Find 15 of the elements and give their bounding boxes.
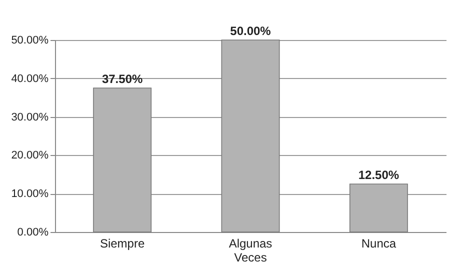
- x-tick-label: Siempre: [100, 236, 145, 250]
- data-label: 12.50%: [358, 168, 400, 182]
- data-label: 37.50%: [102, 72, 143, 86]
- x-tick-label: Algunas Veces: [228, 236, 272, 264]
- bar: [349, 184, 408, 232]
- data-label: 50.00%: [230, 24, 272, 38]
- y-tick-label: 50.00%: [11, 34, 49, 46]
- bar: [221, 40, 280, 232]
- y-tick-label: 10.00%: [11, 188, 49, 200]
- y-tick-label: 40.00%: [11, 72, 49, 85]
- bar: [93, 88, 152, 232]
- y-tick-label: 0.00%: [17, 226, 49, 238]
- y-tick-label: 20.00%: [11, 150, 49, 162]
- x-tick-label: Nunca: [361, 236, 396, 250]
- y-tick-label: 30.00%: [11, 111, 49, 124]
